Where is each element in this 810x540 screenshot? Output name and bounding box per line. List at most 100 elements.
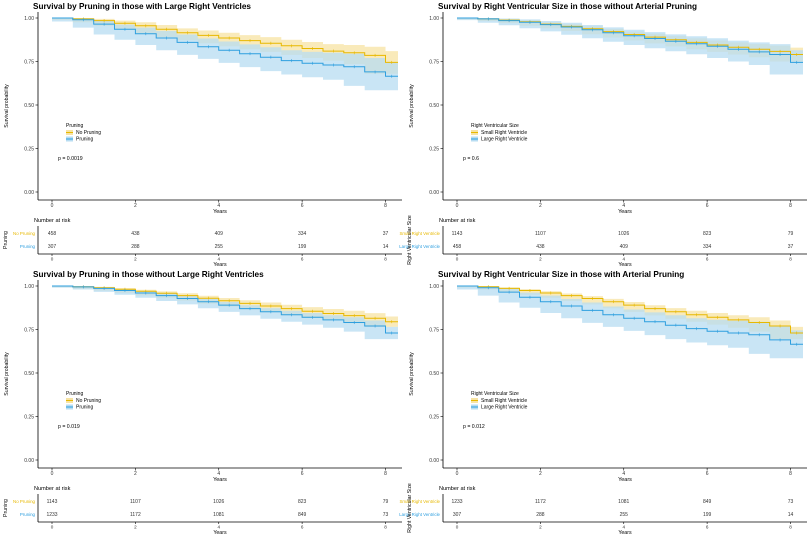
risk-x-tick-label: 6 (706, 525, 709, 530)
legend-entry: Small Right Ventricle (481, 130, 527, 136)
y-axis-label: Survival probability (409, 352, 415, 396)
y-tick-label: 0.75 (429, 328, 439, 334)
y-axis-label: Survival probability (4, 352, 10, 396)
chart-title: Survival by Right Ventricular Size in th… (438, 2, 697, 11)
risk-x-tick-label: 6 (706, 257, 709, 262)
x-axis-label: Years (213, 209, 227, 215)
y-tick-label: 1.00 (24, 284, 34, 290)
x-tick-label: 2 (134, 203, 137, 209)
x-tick-label: 8 (384, 471, 387, 477)
risk-x-tick-label: 8 (384, 525, 387, 530)
risk-x-tick-label: 0 (456, 525, 459, 530)
risk-x-axis-label: Years (213, 530, 227, 536)
legend-entry: Large Right Ventricle (481, 405, 528, 411)
risk-y-axis-label: Right Ventricular Size (407, 483, 413, 533)
x-tick-label: 4 (622, 471, 625, 477)
risk-count: 458 (48, 231, 57, 237)
km-panel-1: Survival by Pruning in those with Large … (3, 2, 402, 268)
risk-count: 1107 (535, 231, 546, 237)
risk-count: 1026 (213, 499, 224, 505)
legend-entry: Large Right Ventricle (481, 137, 528, 143)
risk-count: 79 (788, 231, 794, 237)
risk-x-tick-label: 2 (134, 257, 137, 262)
risk-x-axis-label: Years (213, 262, 227, 268)
x-tick-label: 6 (706, 471, 709, 477)
chart-title: Survival by Right Ventricular Size in th… (438, 270, 684, 279)
y-tick-label: 0.25 (429, 147, 439, 153)
risk-row-label: Large Right Ventricle (399, 512, 440, 517)
risk-x-tick-label: 2 (134, 525, 137, 530)
risk-table-title: Number at risk (34, 218, 71, 224)
risk-x-tick-label: 4 (217, 525, 220, 530)
risk-x-tick-label: 0 (51, 525, 54, 530)
risk-row-label: Large Right Ventricle (399, 244, 440, 249)
y-tick-label: 0.25 (24, 147, 34, 153)
risk-count: 37 (788, 244, 794, 250)
risk-x-axis-label: Years (618, 262, 632, 268)
chart-title: Survival by Pruning in those without Lar… (33, 270, 264, 279)
y-axis-label: Survival probability (409, 84, 415, 128)
p-value: p = 0.6 (463, 156, 479, 162)
legend-entry: Pruning (76, 137, 93, 143)
risk-count: 438 (131, 231, 140, 237)
risk-row-label: Pruning (20, 512, 36, 517)
risk-count: 1143 (452, 231, 463, 237)
risk-x-tick-label: 2 (539, 257, 542, 262)
y-tick-label: 1.00 (24, 16, 34, 22)
risk-count: 409 (620, 244, 629, 250)
x-tick-label: 0 (456, 203, 459, 209)
risk-count: 1107 (130, 499, 141, 505)
confidence-band-b (457, 286, 803, 359)
y-tick-label: 0.00 (429, 458, 439, 464)
risk-row-label: Pruning (20, 244, 36, 249)
risk-x-tick-label: 0 (456, 257, 459, 262)
risk-count: 1026 (618, 231, 629, 237)
legend-title: Right Ventricular Size (471, 391, 519, 397)
risk-count: 199 (298, 244, 307, 250)
risk-x-tick-label: 4 (622, 257, 625, 262)
p-value: p = 0.019 (58, 424, 80, 430)
x-tick-label: 6 (301, 203, 304, 209)
risk-x-tick-label: 6 (301, 525, 304, 530)
legend-title: Pruning (66, 123, 83, 129)
legend-entry: No Pruning (76, 398, 101, 404)
risk-count: 1081 (618, 499, 629, 505)
y-tick-label: 0.50 (429, 371, 439, 377)
p-value: p = 0.0019 (58, 156, 83, 162)
y-tick-label: 0.00 (24, 458, 34, 464)
x-tick-label: 0 (51, 203, 54, 209)
risk-count: 849 (298, 512, 307, 518)
risk-y-axis-label: Pruning (3, 231, 9, 249)
x-tick-label: 4 (217, 203, 220, 209)
risk-count: 288 (131, 244, 140, 250)
risk-count: 73 (383, 512, 389, 518)
risk-count: 334 (298, 231, 307, 237)
y-tick-label: 0.25 (24, 415, 34, 421)
risk-x-tick-label: 8 (789, 525, 792, 530)
y-tick-label: 0.75 (24, 328, 34, 334)
x-tick-label: 4 (622, 203, 625, 209)
risk-row-label: Small Right Ventricle (399, 499, 440, 504)
x-tick-label: 8 (789, 203, 792, 209)
risk-y-axis-label: Pruning (3, 499, 9, 517)
x-tick-label: 2 (539, 471, 542, 477)
y-tick-label: 0.50 (429, 103, 439, 109)
risk-row-label: No Pruning (13, 231, 36, 236)
legend-entry: Small Right Ventricle (481, 398, 527, 404)
risk-count: 79 (383, 499, 389, 505)
risk-count: 438 (536, 244, 545, 250)
risk-count: 1233 (46, 512, 57, 518)
risk-count: 1233 (451, 499, 462, 505)
y-tick-label: 0.75 (24, 60, 34, 66)
risk-x-tick-label: 8 (384, 257, 387, 262)
risk-count: 1172 (535, 499, 546, 505)
chart-title: Survival by Pruning in those with Large … (33, 2, 251, 11)
risk-count: 823 (298, 499, 307, 505)
risk-count: 458 (453, 244, 462, 250)
risk-count: 849 (703, 499, 712, 505)
legend-entry: No Pruning (76, 130, 101, 136)
legend-title: Pruning (66, 391, 83, 397)
y-tick-label: 0.00 (24, 190, 34, 196)
risk-x-tick-label: 2 (539, 525, 542, 530)
risk-count: 1143 (47, 499, 58, 505)
